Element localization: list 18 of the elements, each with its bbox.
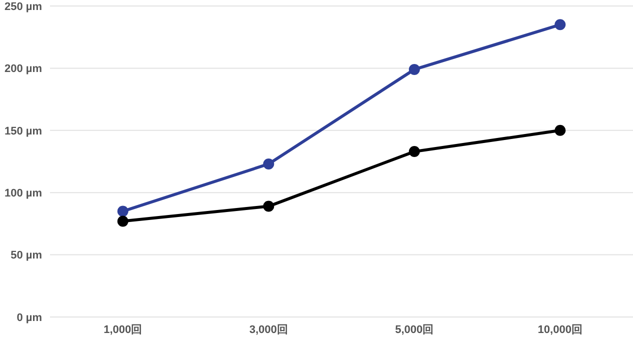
point (117, 206, 128, 217)
point (117, 216, 128, 227)
x-tick-label: 3,000回 (249, 324, 288, 336)
point (263, 200, 274, 212)
y-tick-label: 150 µm (4, 125, 42, 138)
y-tick-label: 50 µm (10, 250, 42, 262)
point (554, 124, 566, 136)
point (554, 19, 566, 30)
y-tick-label: 100 µm (4, 188, 42, 200)
y-tick-label: 200 µm (4, 63, 42, 76)
x-tick-label: 10,000回 (538, 324, 582, 336)
y-tick-label: 0 µm (16, 312, 42, 324)
x-tick-label: 1,000回 (104, 324, 142, 336)
point (408, 64, 420, 75)
x-tick-label: 5,000回 (395, 324, 434, 336)
point (263, 158, 274, 170)
point (408, 146, 420, 158)
y-tick-label: 250 µm (4, 0, 42, 13)
